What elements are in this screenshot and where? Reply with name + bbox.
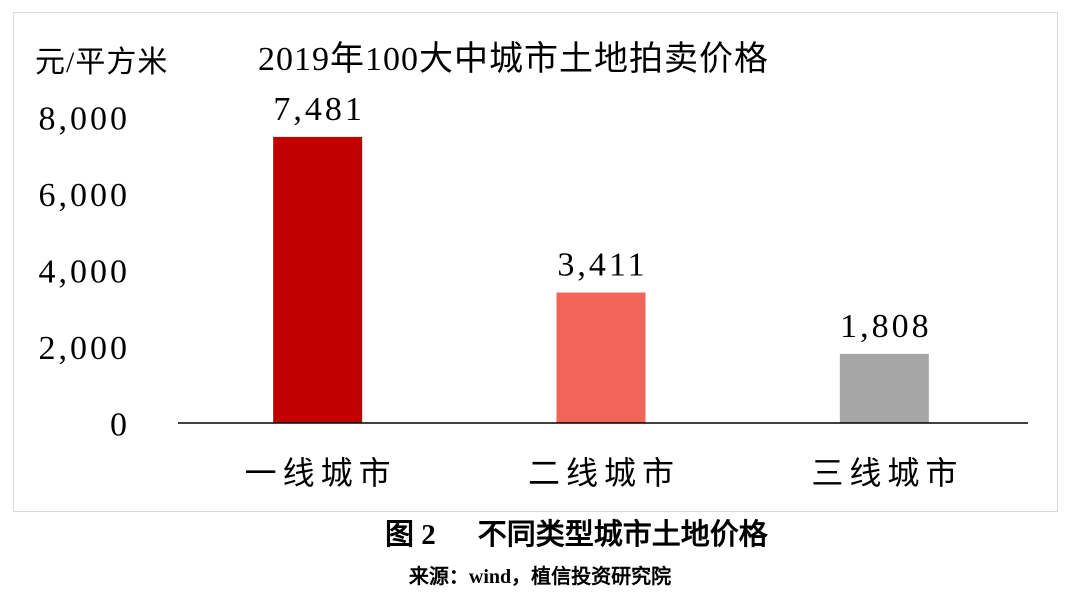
x-category-label-1: 一线城市 xyxy=(245,455,397,491)
y-tick-label-5: 8,000 xyxy=(39,101,131,138)
bar-chart: 元/平方米 2019年100大中城市土地拍卖价格 0 2,000 4,000 6,00… xyxy=(13,12,1058,512)
figure-number: 图 2 xyxy=(385,519,436,551)
y-tick-label-1: 0 xyxy=(110,407,130,444)
y-axis-unit-label: 元/平方米 xyxy=(35,46,168,79)
data-label-1: 7,481 xyxy=(273,91,365,128)
figure-title: 不同类型城市土地价格 xyxy=(477,519,768,551)
plot-area: 0 2,000 4,000 6,000 8,000 7,481 一线城市 3,411 二线城市 1… xyxy=(39,91,1028,491)
bar-3 xyxy=(839,353,929,423)
data-label-3: 1,808 xyxy=(840,308,932,345)
figure-caption: 图 2 不同类型城市土地价格 xyxy=(385,516,768,554)
bar-1 xyxy=(273,136,363,423)
chart-frame xyxy=(13,12,1058,512)
data-label-2: 3,411 xyxy=(557,247,647,284)
x-category-label-3: 三线城市 xyxy=(811,455,963,491)
source-note: 来源：wind，植信投资研究院 xyxy=(408,566,672,588)
x-category-label-2: 二线城市 xyxy=(528,455,680,491)
chart-title: 2019年100大中城市土地拍卖价格 xyxy=(258,40,769,78)
bar-2 xyxy=(556,292,646,423)
y-tick-label-2: 2,000 xyxy=(39,330,131,367)
y-tick-label-4: 6,000 xyxy=(39,177,131,214)
y-tick-label-3: 4,000 xyxy=(39,254,131,291)
